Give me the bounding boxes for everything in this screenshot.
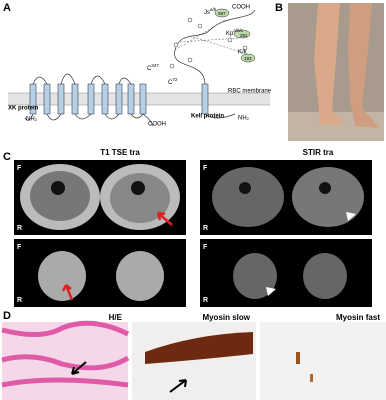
orient-label: F xyxy=(203,165,208,172)
panel-label: A xyxy=(3,2,11,14)
histology-titles: H/E Myosin slow Myosin fast xyxy=(109,313,381,322)
orient-label: F xyxy=(17,244,22,251)
panel-label: B xyxy=(275,2,283,14)
xk-label: XK protein xyxy=(8,106,39,112)
histology-title: Myosin slow xyxy=(202,313,250,322)
panel-a: A COOH Jsa/b 597 Kpa/b/c 281 K/k 193 C34… xyxy=(3,2,272,128)
nh2-label: NH₂ xyxy=(238,116,250,122)
js-site: 597 xyxy=(218,11,226,16)
kk-site: 193 xyxy=(244,56,252,61)
column-title: T1 TSE tra xyxy=(100,148,140,157)
mri-images xyxy=(14,160,372,307)
column-title: STIR tra xyxy=(303,148,334,157)
orient-label: R xyxy=(203,225,208,232)
panel-label: D xyxy=(3,310,11,322)
panel-label: C xyxy=(3,151,11,163)
kp-label: Kpa/b/c xyxy=(226,28,244,36)
histology-title: Myosin fast xyxy=(336,313,380,322)
orient-label: R xyxy=(17,297,22,304)
kp-site: 281 xyxy=(240,33,248,38)
cooh-label: COOH xyxy=(148,122,166,128)
kell-label: Kell protein xyxy=(191,114,224,120)
orient-label: R xyxy=(203,297,208,304)
kk-label: K/k xyxy=(238,50,248,56)
orient-labels: F R F R F R F R xyxy=(17,165,208,304)
panel-b: B xyxy=(275,2,384,141)
cys-label: C72 xyxy=(168,77,178,85)
orient-label: R xyxy=(17,225,22,232)
histology-title: H/E xyxy=(109,313,123,322)
panel-d: D H/E Myosin slow Myosin fast xyxy=(1,310,386,400)
protein-chain xyxy=(24,9,256,127)
cys-label: C347 xyxy=(147,63,159,71)
orient-label: F xyxy=(203,244,208,251)
js-label: Jsa/b xyxy=(204,7,217,15)
cooh-label: COOH xyxy=(232,5,250,11)
histology xyxy=(260,322,386,400)
orient-label: F xyxy=(17,165,22,172)
membrane-label: RBC membrane xyxy=(228,89,272,95)
nh2-label: NH₂ xyxy=(26,117,38,123)
panel-c: C T1 TSE tra STIR tra F R F R F R F R xyxy=(3,148,372,307)
